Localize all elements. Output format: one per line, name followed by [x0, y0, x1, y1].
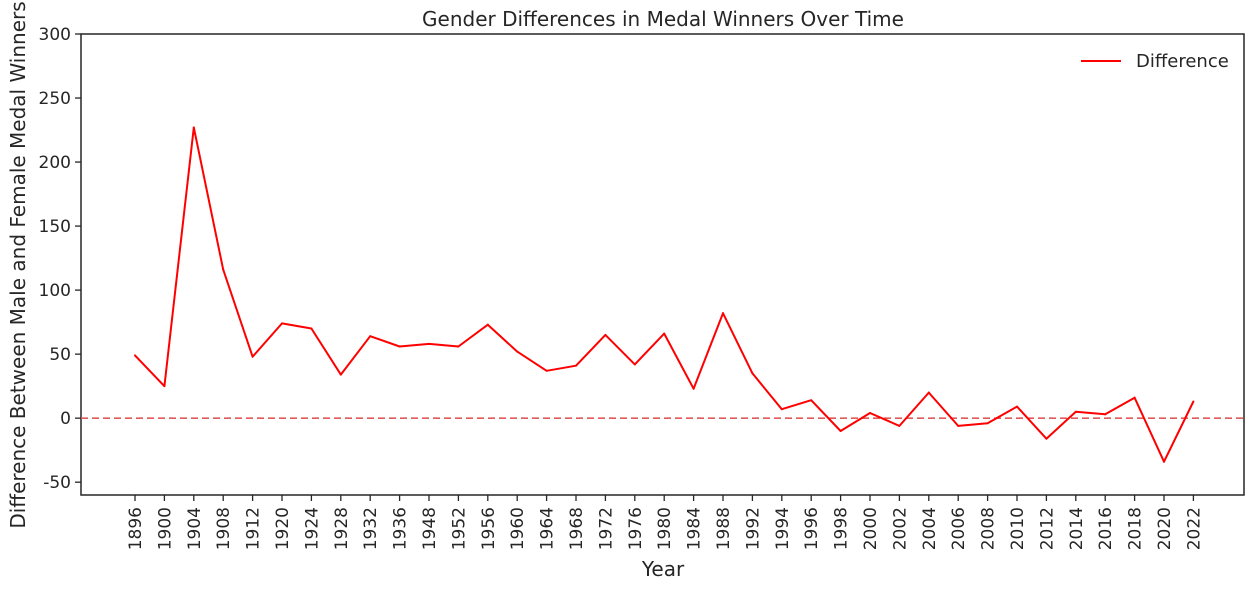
legend-label-difference: Difference: [1136, 51, 1229, 72]
data-point: [134, 354, 136, 357]
x-tick-label: 2006: [949, 507, 969, 550]
x-tick-label: 2010: [1008, 507, 1028, 550]
x-tick-label: 1936: [391, 507, 411, 550]
legend: Difference: [1081, 51, 1229, 72]
x-tick-label: 1984: [685, 507, 705, 550]
x-tick-label: 2014: [1067, 507, 1087, 550]
data-point: [692, 387, 695, 390]
y-tick-label: 300: [39, 25, 71, 45]
x-tick-label: 1924: [302, 507, 322, 550]
data-point: [957, 424, 960, 427]
x-tick-label: 1960: [508, 507, 528, 550]
data-point: [1074, 410, 1077, 413]
data-point: [1163, 460, 1165, 463]
data-point: [428, 342, 430, 345]
data-point: [486, 323, 489, 326]
x-tick-label: 1968: [567, 507, 587, 550]
x-tick-label: 1908: [214, 507, 234, 550]
x-tick-label: 1900: [155, 507, 175, 550]
data-point: [780, 408, 783, 411]
y-axis-label: Difference Between Male and Female Medal…: [6, 1, 30, 528]
x-tick-label: 1952: [449, 507, 469, 550]
x-tick-label: 1988: [714, 507, 734, 550]
y-tick-label: 50: [49, 345, 71, 365]
data-point: [281, 322, 283, 325]
data-point: [163, 385, 166, 388]
y-tick-label: 250: [39, 89, 71, 109]
y-tick-label: 150: [39, 217, 71, 237]
data-point: [192, 126, 195, 129]
data-point: [369, 335, 372, 338]
data-point: [722, 312, 724, 315]
data-point: [398, 345, 401, 348]
x-tick-label: 1920: [273, 507, 293, 550]
plot-area: -50 0 50 100 150 200 250 300 1896 1900 1904 1908 19…: [39, 25, 1245, 550]
x-tick-label: 1948: [420, 507, 440, 550]
data-point: [1045, 437, 1048, 440]
x-axis-label: Year: [641, 557, 685, 581]
x-tick-label: 1956: [479, 507, 499, 550]
x-tick-label: 2008: [979, 507, 999, 550]
data-point: [633, 363, 636, 366]
data-point: [251, 355, 254, 358]
x-tick-label: 2004: [920, 507, 940, 550]
data-point: [927, 391, 930, 394]
data-point: [751, 372, 754, 375]
data-point: [604, 333, 607, 336]
x-tick-label: 1912: [244, 507, 264, 550]
x-tick-label: 1998: [832, 507, 852, 550]
data-point: [839, 429, 842, 432]
x-tick-label: 1994: [773, 507, 793, 550]
x-tick-label: 1996: [802, 507, 822, 550]
x-tick-label: 1976: [626, 507, 646, 550]
x-axis-ticks: 1896 1900 1904 1908 1912 1920 1924 1928 1932 1936…: [126, 495, 1204, 550]
plot-frame: [80, 33, 1245, 496]
x-tick-label: 1980: [655, 507, 675, 550]
x-tick-label: 2018: [1126, 507, 1146, 550]
data-point: [575, 364, 577, 367]
data-point: [1133, 396, 1136, 399]
data-point: [1016, 405, 1018, 408]
data-point: [1192, 400, 1195, 403]
data-point: [310, 327, 313, 330]
data-point: [339, 373, 342, 376]
x-tick-label: 1928: [332, 507, 352, 550]
x-tick-label: 1932: [361, 507, 381, 550]
data-point: [810, 399, 813, 402]
y-tick-label: 200: [39, 153, 71, 173]
data-point: [1104, 413, 1107, 416]
data-point: [516, 350, 519, 353]
data-point: [663, 332, 666, 335]
x-tick-label: 1972: [596, 507, 616, 550]
x-tick-label: 1896: [126, 507, 146, 550]
x-tick-label: 1992: [743, 507, 763, 550]
data-point: [457, 345, 460, 348]
x-tick-label: 2000: [861, 507, 881, 550]
x-tick-label: 2022: [1184, 507, 1204, 550]
series-group: [134, 126, 1195, 463]
x-tick-label: 2012: [1037, 507, 1057, 550]
data-point: [545, 369, 548, 372]
series-line-0: [134, 126, 1195, 463]
x-tick-label: 1904: [185, 507, 205, 550]
y-tick-label: 0: [60, 409, 71, 429]
x-tick-label: 2020: [1155, 507, 1175, 550]
y-tick-label: -50: [43, 473, 71, 493]
data-point: [986, 422, 989, 425]
x-tick-label: 2002: [890, 507, 910, 550]
data-point: [222, 268, 225, 271]
data-point: [869, 412, 871, 415]
y-tick-label: 100: [39, 281, 71, 301]
y-axis-ticks: -50 0 50 100 150 200 250 300: [39, 25, 81, 493]
data-point: [898, 424, 901, 427]
x-tick-label: 1964: [538, 507, 558, 550]
chart-title: Gender Differences in Medal Winners Over…: [422, 7, 904, 31]
x-tick-label: 2016: [1096, 507, 1116, 550]
